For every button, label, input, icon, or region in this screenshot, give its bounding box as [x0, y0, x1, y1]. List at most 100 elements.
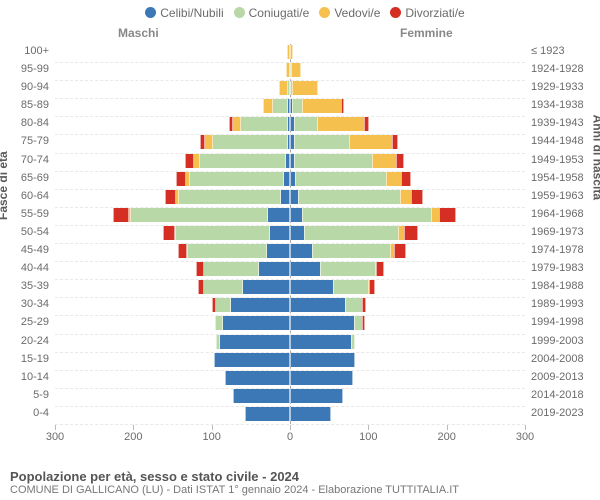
x-tick-label: 200 — [437, 431, 455, 443]
age-label: 95-99 — [21, 63, 49, 75]
birthyear-label: 2019-2023 — [531, 407, 584, 419]
bar-segment — [218, 335, 291, 349]
female-bar — [290, 63, 299, 77]
female-bar — [290, 280, 373, 294]
pyramid-row — [55, 315, 525, 334]
pyramid-row — [55, 189, 525, 208]
female-bar — [290, 208, 455, 222]
legend-swatch — [319, 7, 330, 18]
birthyear-label: 1964-1968 — [531, 208, 584, 220]
plot-area: 3002001000100200300 — [55, 44, 525, 444]
female-bar — [290, 316, 363, 330]
pyramid-row — [55, 352, 525, 371]
pyramid-row — [55, 207, 525, 226]
male-bar — [235, 389, 290, 403]
bar-segment — [439, 208, 457, 222]
bar-segment — [290, 244, 314, 258]
birthyear-label: 1929-1933 — [531, 81, 584, 93]
bar-segment — [369, 280, 375, 294]
female-bar — [290, 353, 353, 367]
bar-segment — [290, 335, 353, 349]
male-bar — [115, 208, 290, 222]
bar-segment — [225, 371, 290, 385]
x-tick — [447, 425, 448, 430]
bar-segment — [229, 117, 233, 131]
x-tick — [55, 425, 56, 430]
bar-segment — [202, 280, 243, 294]
bar-segment — [178, 244, 188, 258]
bar-segment — [404, 226, 418, 240]
age-label: 30-34 — [21, 298, 49, 310]
female-bar — [290, 407, 329, 421]
x-axis: 3002001000100200300 — [55, 425, 525, 426]
male-bar — [180, 244, 290, 258]
male-bar — [201, 135, 290, 149]
bar-segment — [294, 117, 320, 131]
bar-segment — [215, 316, 223, 330]
pyramid-row — [55, 370, 525, 389]
bar-segment — [188, 172, 284, 186]
male-bar — [200, 280, 290, 294]
bar-segment — [186, 244, 266, 258]
age-label: 15-19 — [21, 353, 49, 365]
female-bar — [290, 45, 291, 59]
female-bar — [290, 389, 341, 403]
legend: Celibi/NubiliConiugati/eVedovi/eDivorzia… — [0, 6, 600, 20]
bar-segment — [290, 298, 347, 312]
bar-segment — [165, 190, 176, 204]
legend-label: Celibi/Nubili — [160, 6, 223, 20]
bar-segment — [392, 135, 398, 149]
pyramid-row — [55, 62, 525, 81]
footer: Popolazione per età, sesso e stato civil… — [10, 469, 459, 496]
bar-segment — [245, 407, 290, 421]
female-bar — [290, 244, 404, 258]
bar-segment — [295, 172, 387, 186]
pyramid-row — [55, 80, 525, 99]
bar-segment — [362, 316, 365, 330]
bar-segment — [372, 154, 398, 168]
birthyear-label: 2009-2013 — [531, 371, 584, 383]
male-label: Maschi — [118, 26, 159, 40]
female-bar — [290, 81, 316, 95]
legend-swatch — [234, 7, 245, 18]
birthyear-label: 1944-1948 — [531, 135, 584, 147]
bar-segment — [216, 335, 220, 349]
bar-segment — [241, 280, 290, 294]
male-bar — [187, 154, 290, 168]
bar-segment — [302, 99, 343, 113]
x-tick — [290, 425, 291, 430]
bar-segment — [212, 298, 216, 312]
bar-segment — [211, 135, 287, 149]
x-tick-label: 0 — [287, 431, 293, 443]
x-tick — [525, 425, 526, 430]
bar-segment — [198, 280, 204, 294]
pyramid-row — [55, 134, 525, 153]
x-tick — [368, 425, 369, 430]
bar-segment — [290, 389, 343, 403]
bar-segment — [290, 262, 322, 276]
birthyear-label: 2014-2018 — [531, 389, 584, 401]
bar-segment — [304, 226, 400, 240]
male-bar — [227, 371, 290, 385]
bar-segment — [174, 226, 270, 240]
bar-segment — [185, 154, 193, 168]
female-bar — [290, 154, 402, 168]
bar-segment — [394, 244, 405, 258]
bar-segment — [294, 135, 351, 149]
male-bar — [247, 407, 290, 421]
female-bar — [290, 262, 382, 276]
male-bar — [281, 81, 290, 95]
age-label: 40-44 — [21, 262, 49, 274]
birthyear-label: 1939-1943 — [531, 117, 584, 129]
legend-label: Coniugati/e — [249, 6, 310, 20]
bar-segment — [290, 371, 353, 385]
age-label: 35-39 — [21, 280, 49, 292]
bar-segment — [290, 316, 356, 330]
bar-segment — [312, 244, 392, 258]
bar-segment — [198, 154, 286, 168]
x-tick-label: 100 — [202, 431, 220, 443]
age-label: 70-74 — [21, 154, 49, 166]
birthyear-label: 1994-1998 — [531, 316, 584, 328]
population-pyramid-chart: Celibi/NubiliConiugati/eVedovi/eDivorzia… — [0, 0, 600, 500]
x-tick-label: 300 — [516, 431, 534, 443]
